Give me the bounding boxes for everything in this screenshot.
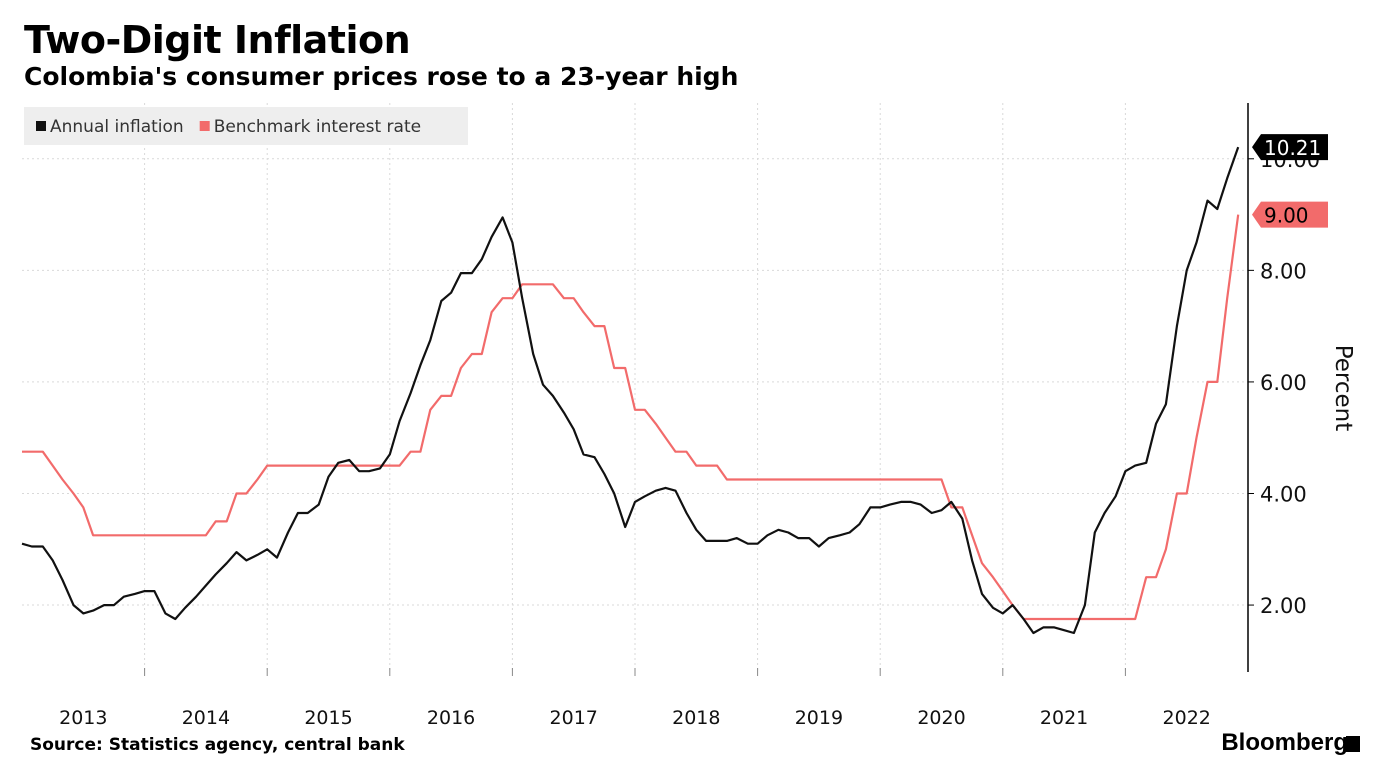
- x-tick-label: 2018: [672, 707, 720, 729]
- end-value-tag: [1252, 201, 1328, 228]
- x-tick-label: 2016: [427, 707, 475, 729]
- brand-mark-icon: [1346, 736, 1360, 752]
- y-tick-label: 6.00: [1260, 371, 1307, 395]
- legend-label: Benchmark interest rate: [214, 117, 421, 137]
- chart-title: Two-Digit Inflation: [24, 18, 411, 62]
- end-labels: 10.21 9.00: [1252, 134, 1328, 228]
- x-tick-label: 2019: [795, 707, 843, 729]
- grid-layer: [22, 103, 1248, 672]
- legend-background: [24, 107, 468, 145]
- series-line: [22, 214, 1240, 621]
- y-tick-label: 2.00: [1260, 594, 1307, 618]
- x-tick-label: 2013: [59, 707, 107, 729]
- chart-subtitle: Colombia's consumer prices rose to a 23-…: [24, 62, 739, 91]
- x-tick-label: 2014: [182, 707, 230, 729]
- y-tick-label: 8.00: [1260, 259, 1307, 283]
- x-tick-label: 2021: [1040, 707, 1088, 729]
- series-layer: [21, 146, 1240, 635]
- end-value-label: 10.21: [1264, 136, 1321, 160]
- x-tick-label: 2017: [550, 707, 598, 729]
- y-tick-label: 4.00: [1260, 482, 1307, 506]
- y-axis-title: Percent: [1330, 345, 1356, 432]
- end-value-tag: [1252, 134, 1328, 161]
- end-value-label: 9.00: [1264, 204, 1309, 228]
- legend-swatch: [199, 121, 210, 131]
- legend-swatch: [36, 121, 46, 131]
- x-tick-label: 2022: [1163, 707, 1211, 729]
- legend-label: Annual inflation: [50, 117, 184, 137]
- source-note: Source: Statistics agency, central bank: [30, 735, 405, 755]
- axis-layer: 2.004.006.008.0010.002013201420152016201…: [59, 103, 1356, 729]
- brand-logo: Bloomberg: [1221, 729, 1348, 756]
- series-line: [21, 146, 1240, 635]
- legend: Annual inflation Benchmark interest rate: [24, 107, 468, 145]
- x-tick-label: 2020: [917, 707, 965, 729]
- x-tick-label: 2015: [304, 707, 352, 729]
